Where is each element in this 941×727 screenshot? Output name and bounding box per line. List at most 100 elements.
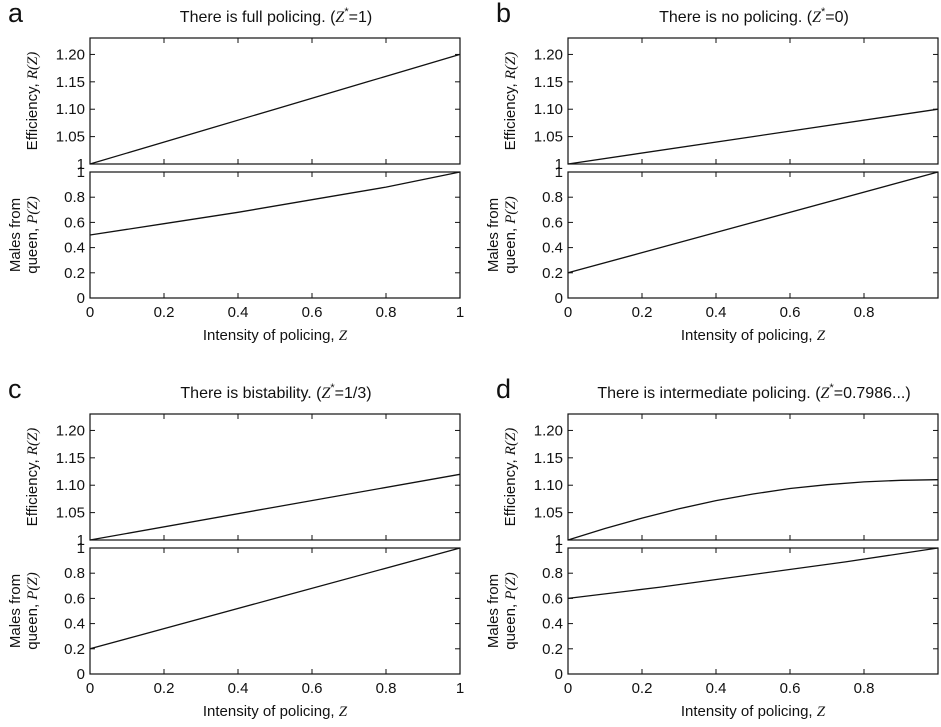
efficiency-series-line	[567, 479, 939, 541]
panel-title-superscript: *	[344, 6, 349, 18]
x-tick-label: 0	[86, 680, 94, 697]
x-tick-label: 0.4	[228, 680, 249, 697]
males-series-line	[567, 171, 939, 274]
panel-title-value: =0.7986...)	[834, 385, 911, 402]
y-tick-label: 1.15	[56, 450, 85, 467]
x-tick-label: 0.2	[632, 680, 653, 697]
efficiency-axis-label-text: Efficiency,	[502, 455, 519, 526]
x-axis-label-variable: Z	[339, 704, 348, 720]
panel-title: There is intermediate policing. (Z*=0.79…	[597, 382, 910, 402]
x-tick-label: 0.2	[154, 680, 175, 697]
y-tick-label: 0.8	[542, 565, 563, 582]
y-tick-label: 0.6	[542, 214, 563, 231]
y-tick-label: 1	[77, 532, 85, 549]
x-tick-label: 0.8	[376, 680, 397, 697]
males-subplot: 0 0.2 0.4 0.6 0.8 1 Males from queen, P(Z)	[485, 540, 939, 683]
x-tick-label: 0.2	[154, 304, 175, 321]
panel-title-variable: Z	[812, 9, 822, 26]
efficiency-subplot: 1 1.05 1.10 1.15 1.20 Efficiency, R(Z)	[24, 37, 461, 173]
males-axis-label-text: queen,	[502, 224, 519, 274]
x-axis-label: Intensity of policing, Z	[681, 327, 826, 344]
x-tick-label: 0	[564, 680, 572, 697]
y-tick-label: 1.10	[534, 101, 563, 118]
males-series-line	[89, 547, 461, 650]
plot-frame	[567, 413, 939, 541]
males-axis-label-variable: P(Z)	[503, 196, 519, 225]
y-tick-label: 1.15	[534, 450, 563, 467]
y-tick-label: 1.05	[56, 505, 85, 522]
y-tick-label: 0.8	[64, 189, 85, 206]
x-axis-label-text: Intensity of policing,	[203, 703, 339, 720]
males-axis-label-line2: queen, P(Z)	[502, 196, 519, 274]
x-tick-label: 0.6	[302, 304, 323, 321]
panel-b: b There is no policing. (Z*=0)11.051.101.…	[485, 0, 939, 344]
efficiency-axis-label-text: Efficiency,	[502, 79, 519, 150]
panel-title-value: =1)	[349, 9, 373, 26]
x-axis-label-text: Intensity of policing,	[203, 327, 339, 344]
y-tick-label: 0	[77, 290, 85, 307]
plot-frame	[89, 413, 461, 541]
y-tick-label: 1	[77, 164, 85, 181]
y-tick-label: 1.05	[534, 129, 563, 146]
x-axis-label-variable: Z	[817, 328, 826, 344]
efficiency-series-line	[567, 108, 939, 165]
y-tick-label: 0.8	[542, 189, 563, 206]
efficiency-series-line	[89, 473, 461, 541]
panel-title-text: There is full policing. (	[180, 9, 336, 26]
y-tick-label: 0.6	[542, 590, 563, 607]
efficiency-axis-label-variable: R(Z)	[25, 428, 41, 457]
plot-frame	[89, 37, 461, 165]
plot-frame	[567, 37, 939, 165]
panel-title-superscript: *	[829, 382, 834, 394]
panel-title-superscript: *	[821, 6, 826, 18]
y-tick-label: 1.10	[56, 101, 85, 118]
males-axis-label-text: queen,	[24, 600, 41, 650]
x-tick-label: 0.6	[302, 680, 323, 697]
panel-title-value: =0)	[825, 9, 849, 26]
x-tick-label: 0.8	[376, 304, 397, 321]
panel-letter: b	[496, 0, 511, 28]
y-tick-label: 1.05	[56, 129, 85, 146]
efficiency-axis-label: Efficiency, R(Z)	[502, 52, 519, 151]
efficiency-subplot: 1 1.05 1.10 1.15 1.20 Efficiency, R(Z)	[502, 413, 939, 549]
males-series-line	[567, 547, 939, 600]
panel-title-superscript: *	[330, 382, 335, 394]
y-tick-label: 1	[555, 540, 563, 557]
y-tick-label: 0	[555, 290, 563, 307]
panel-title-variable: Z	[335, 9, 345, 26]
males-axis-label-line2: queen, P(Z)	[24, 196, 41, 274]
efficiency-subplot: 1 1.05 1.10 1.15 1.20 Efficiency, R(Z)	[24, 413, 461, 549]
males-subplot: 0 0.2 0.4 0.6 0.8 1 Males from queen, P(Z)	[7, 540, 461, 683]
males-axis-label-line2: queen, P(Z)	[24, 572, 41, 650]
x-axis-label-variable: Z	[339, 328, 348, 344]
efficiency-axis-label: Efficiency, R(Z)	[502, 428, 519, 527]
y-tick-label: 0.2	[64, 265, 85, 282]
x-tick-label: 0	[564, 304, 572, 321]
y-tick-label: 1	[555, 164, 563, 181]
efficiency-axis-label: Efficiency, R(Z)	[24, 428, 41, 527]
panel-title-text: There is no policing. (	[659, 9, 813, 26]
x-axis-label-text: Intensity of policing,	[681, 327, 817, 344]
panel-c: c There is bistability. (Z*=1/3)11.051.10…	[7, 374, 464, 720]
panel-title-text: There is intermediate policing. (	[597, 385, 821, 402]
x-tick-label: 0.8	[854, 304, 875, 321]
males-axis-label-line1: Males from	[7, 574, 24, 648]
x-tick-label: 1	[456, 680, 464, 697]
males-axis-label-variable: P(Z)	[25, 196, 41, 225]
x-tick-label: 0.2	[632, 304, 653, 321]
plot-frame	[567, 171, 939, 299]
panel-a: a There is full policing. (Z*=1)11.051.10…	[7, 0, 464, 344]
y-tick-label: 0.8	[64, 565, 85, 582]
x-axis-label: Intensity of policing, Z	[203, 703, 348, 720]
y-tick-label: 0	[555, 666, 563, 683]
y-tick-label: 0.6	[64, 590, 85, 607]
y-tick-label: 0.6	[64, 214, 85, 231]
males-axis-label-variable: P(Z)	[503, 572, 519, 601]
males-series-line	[89, 171, 461, 236]
y-tick-label: 1.15	[56, 74, 85, 91]
panel-title-value: =1/3)	[335, 385, 372, 402]
x-tick-label: 0.4	[228, 304, 249, 321]
y-tick-label: 0.2	[542, 641, 563, 658]
panel-title-text: There is bistability. (	[180, 385, 322, 402]
